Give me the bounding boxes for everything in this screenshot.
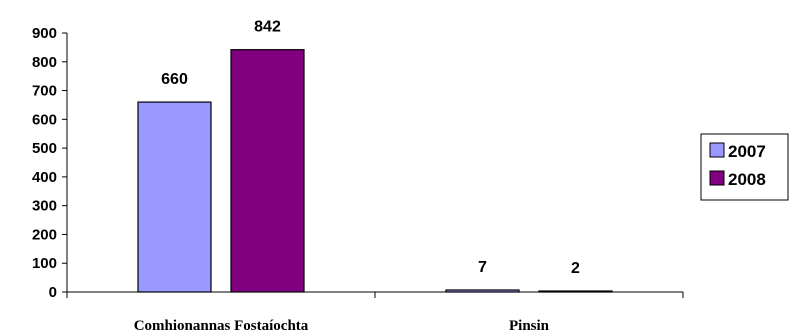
- data-label: 7: [478, 259, 487, 276]
- legend: 2007 2008: [700, 133, 789, 201]
- y-tick-label: 400: [32, 169, 57, 186]
- y-tick-label: 200: [32, 226, 57, 243]
- data-label: 660: [161, 71, 188, 88]
- data-label: 2: [571, 260, 580, 277]
- bar: [137, 101, 212, 293]
- bar: [230, 49, 305, 293]
- y-tick-label: 100: [32, 255, 57, 272]
- y-tick-label: 900: [32, 25, 57, 42]
- category-label: Comhionannas Fostaíochta: [134, 318, 309, 334]
- data-label: 842: [254, 19, 281, 36]
- legend-swatch: [709, 170, 725, 186]
- y-tick-label: 300: [32, 198, 57, 215]
- y-tick-label: 0: [49, 284, 57, 301]
- legend-swatch: [709, 142, 725, 158]
- y-tick-label: 700: [32, 83, 57, 100]
- x-axis: Comhionannas Fostaíochta Pinsin: [66, 291, 684, 334]
- y-tick-label: 600: [32, 111, 57, 128]
- y-axis: 0 100 200 300 400 500 600 700 800 900: [32, 25, 68, 301]
- bars: [137, 49, 613, 293]
- legend-label: 2008: [728, 170, 766, 189]
- category-label: Pinsin: [509, 318, 550, 334]
- bar: [445, 289, 520, 293]
- y-tick-label: 500: [32, 140, 57, 157]
- y-tick-label: 800: [32, 54, 57, 71]
- data-labels: 660 842 7 2: [161, 19, 580, 277]
- legend-label: 2007: [728, 142, 766, 161]
- bar: [538, 290, 613, 293]
